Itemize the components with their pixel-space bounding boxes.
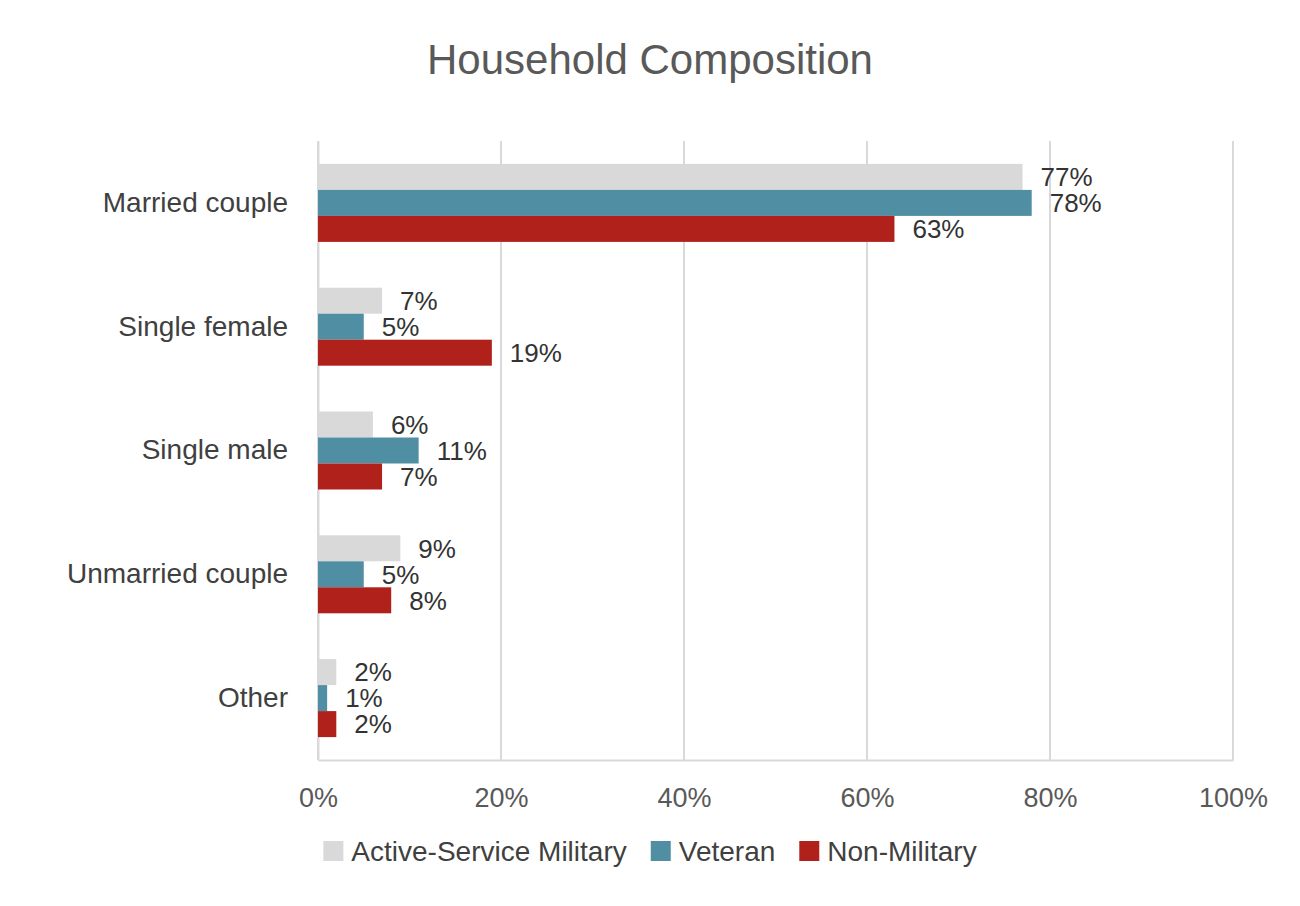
x-tick-label: 60% [840,783,894,813]
legend-label: Veteran [679,836,776,867]
bar [318,535,400,561]
x-tick: 40% [657,760,711,813]
legend-swatch [323,841,343,861]
y-tick-label: Married couple [103,187,288,218]
data-label: 19% [510,338,562,368]
x-tick-label: 0% [299,783,338,813]
bar [318,314,364,340]
bars [318,164,1032,737]
x-tick-label: 100% [1199,783,1268,813]
data-label: 78% [1050,188,1102,218]
x-tick-label: 40% [657,783,711,813]
y-tick: Single female [118,311,318,342]
chart: Household Composition 0% 20% 40% 60% 80% 100% M… [0,0,1300,906]
legend-swatch [799,841,819,861]
data-label: 5% [382,312,420,342]
bar [318,711,336,737]
y-tick-label: Other [218,682,288,713]
legend: Active-Service Military Veteran Non-Milita… [323,836,976,867]
x-tick: 100% [1199,760,1268,813]
y-tick: Single male [142,434,318,465]
legend-item: Active-Service Military [323,836,626,867]
x-tick: 80% [1023,760,1077,813]
legend-label: Non-Military [827,836,976,867]
legend-item: Non-Military [799,836,976,867]
data-label: 11% [437,436,487,466]
bar [318,216,894,242]
x-axis-line [319,760,1234,762]
y-axis: Married couple Single female Single male Un… [67,142,319,761]
y-tick: Other [218,682,318,713]
grid [318,141,1233,760]
bar [318,659,336,685]
bar [318,587,391,613]
x-tick: 0% [299,760,338,813]
data-label: 63% [912,214,964,244]
x-tick: 60% [840,760,894,813]
y-tick: Married couple [103,187,318,218]
y-tick: Unmarried couple [67,558,318,589]
title: Household Composition [427,36,873,83]
x-tick-label: 20% [474,783,528,813]
data-label: 7% [400,462,438,492]
bar [318,412,373,438]
data-label: 2% [354,709,392,739]
data-label: 9% [418,534,456,564]
y-tick-label: Unmarried couple [67,558,288,589]
legend-label: Active-Service Military [351,836,626,867]
data-label: 6% [391,410,429,440]
bar [318,340,492,366]
data-label: 8% [409,586,447,616]
y-tick-label: Single female [118,311,288,342]
legend-item: Veteran [651,836,776,867]
bar [318,164,1023,190]
bar [318,464,382,490]
bar [318,438,419,464]
bar [318,288,382,314]
legend-swatch [651,841,671,861]
grid-line [1049,141,1051,760]
x-tick-label: 80% [1023,783,1077,813]
data-labels: 77%7%6%9%2%78%5%11%5%1%63%19%7%8%2% [345,162,1102,739]
y-tick-label: Single male [142,434,288,465]
x-tick: 20% [474,760,528,813]
grid-line [1232,141,1234,760]
bar [318,190,1032,216]
bar [318,685,327,711]
x-axis: 0% 20% 40% 60% 80% 100% [299,760,1268,813]
bar [318,561,364,587]
